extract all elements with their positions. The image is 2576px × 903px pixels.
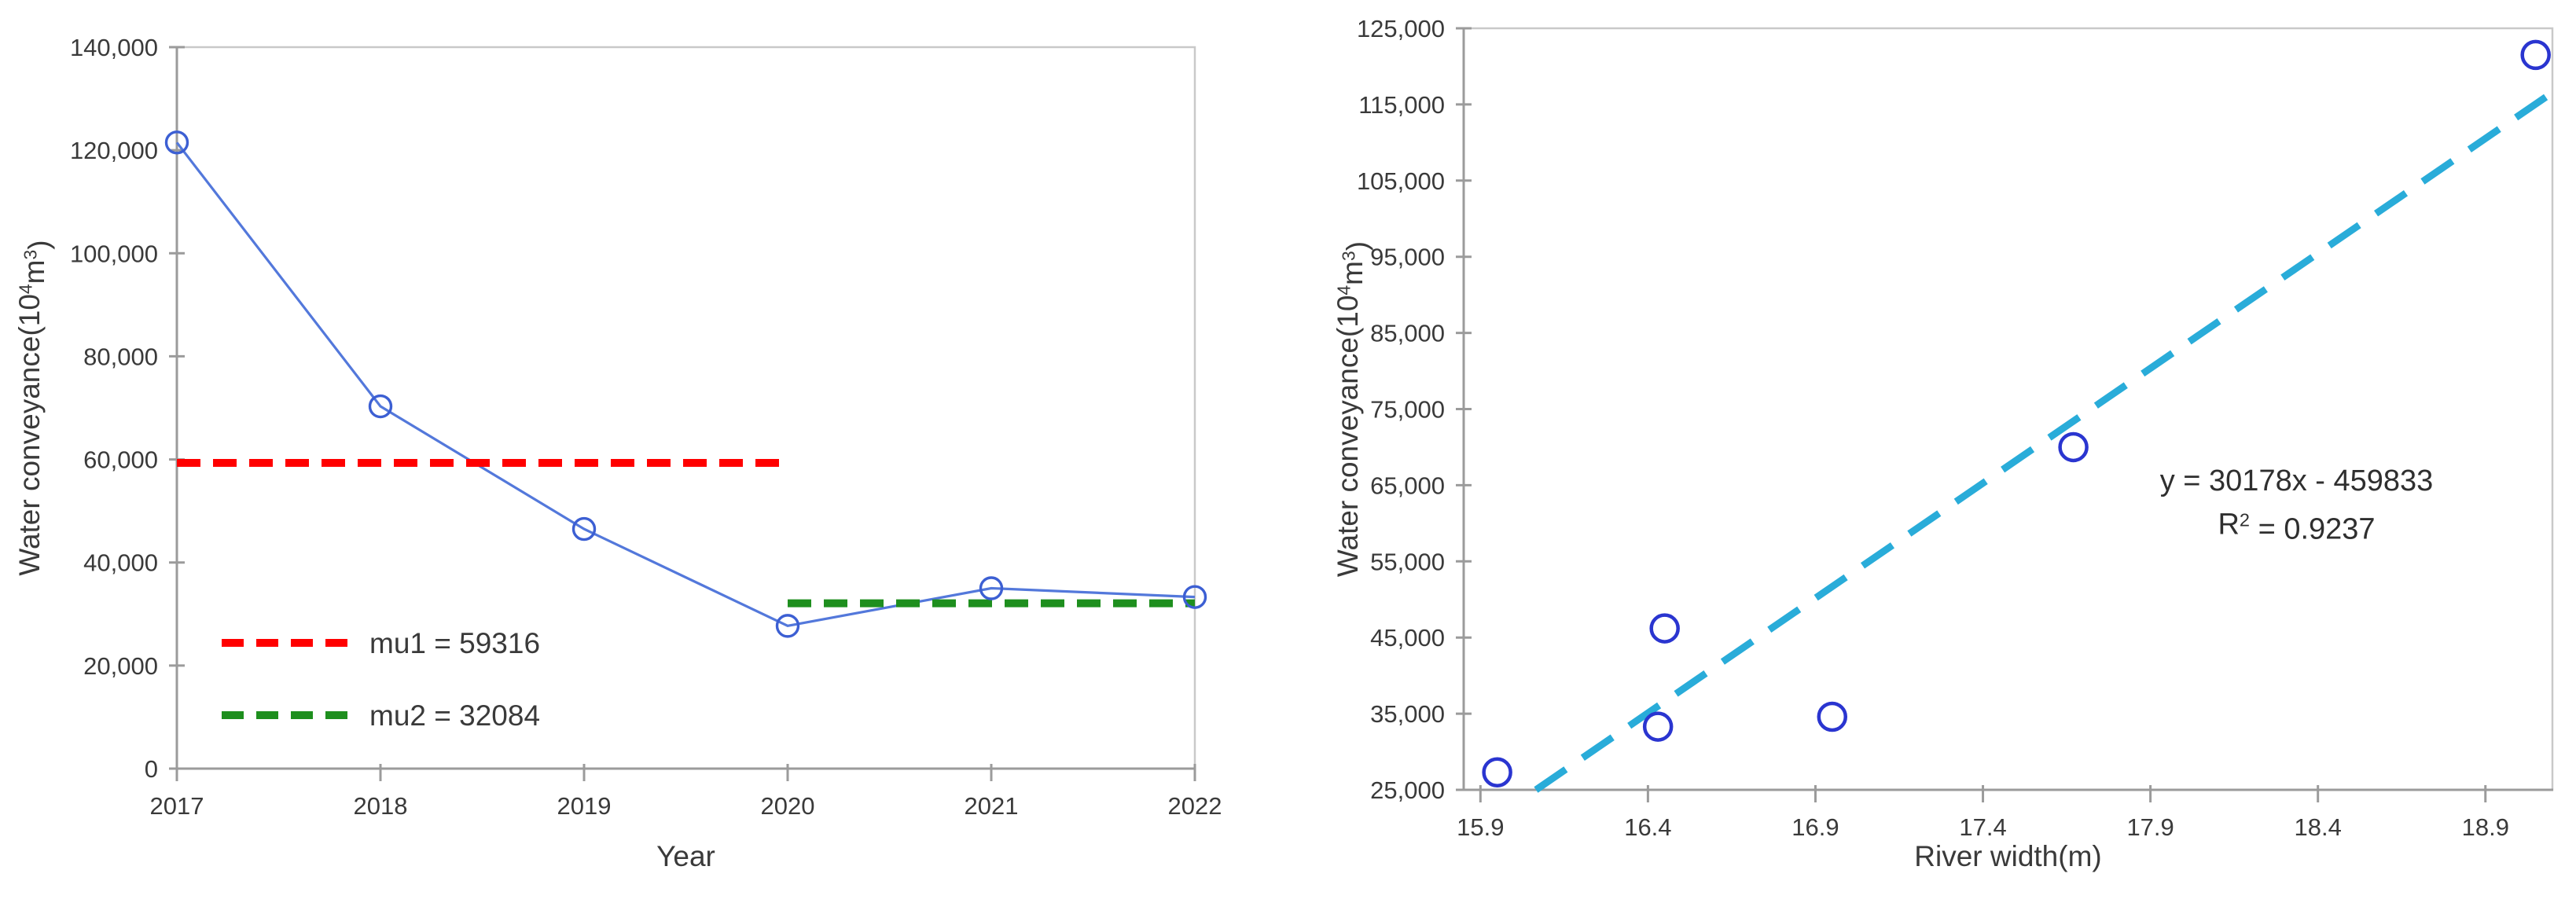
conveyance-vs-river-width-chart: 25,000 35,000 45,000 55,000 65,000 75,000 85,0… bbox=[1318, 0, 2576, 903]
data-point-marker bbox=[368, 394, 393, 419]
trendline bbox=[1534, 90, 2555, 793]
y-tick-label: 95,000 bbox=[1370, 244, 1445, 271]
data-point-marker bbox=[1182, 585, 1207, 609]
data-point-marker bbox=[571, 516, 597, 541]
scatter-point-marker bbox=[2058, 431, 2089, 463]
trendline-r-squared: R2 = 0.9237 bbox=[2218, 508, 2375, 545]
plot-border bbox=[175, 46, 1196, 770]
x-tick-label: 2019 bbox=[557, 792, 612, 820]
legend-label-mu2: mu2 = 32084 bbox=[369, 699, 540, 732]
y-tick-label: 40,000 bbox=[83, 549, 158, 577]
x-tick-label: 18.9 bbox=[2462, 813, 2509, 841]
y-tick-label: 85,000 bbox=[1370, 320, 1445, 347]
x-tick-label: 2018 bbox=[354, 792, 408, 820]
y-tick-label: 80,000 bbox=[83, 343, 158, 370]
y-tick-label: 115,000 bbox=[1358, 91, 1445, 119]
x-tick-label: 16.4 bbox=[1624, 813, 1671, 841]
y-tick-label: 140,000 bbox=[70, 34, 158, 61]
data-line bbox=[175, 141, 1196, 628]
x-tick-label: 2021 bbox=[965, 792, 1019, 820]
y-tick-label: 0 bbox=[145, 755, 158, 783]
plot-border bbox=[1462, 27, 2554, 791]
trendline-equation: y = 30178x - 459833 bbox=[2160, 464, 2434, 497]
data-point-marker bbox=[164, 130, 189, 155]
scatter-point-marker bbox=[1642, 711, 1674, 742]
y-tick-label: 120,000 bbox=[70, 137, 158, 164]
scatter-point-marker bbox=[1817, 701, 1848, 732]
x-tick-label: 2022 bbox=[1168, 792, 1222, 820]
y-axis-title: Water conveyance(104m3) bbox=[1332, 241, 1373, 577]
data-point-marker bbox=[775, 614, 800, 638]
x-tick-label: 2020 bbox=[761, 792, 815, 820]
y-tick-label: 35,000 bbox=[1370, 700, 1445, 728]
y-axis-title: Water conveyance(104m3) bbox=[13, 240, 55, 575]
scatter-point-marker bbox=[1482, 757, 1512, 787]
y-tick-label: 100,000 bbox=[70, 240, 158, 267]
y-tick-label: 65,000 bbox=[1370, 472, 1445, 499]
scatter-chart-svg: 25,000 35,000 45,000 55,000 65,000 75,000 85,0… bbox=[1332, 15, 2555, 872]
x-tick-label: 15.9 bbox=[1457, 813, 1504, 841]
x-tick-label: 16.9 bbox=[1791, 813, 1839, 841]
y-tick-label: 55,000 bbox=[1370, 548, 1445, 575]
x-tick-label: 2017 bbox=[150, 792, 204, 820]
y-tick-label: 25,000 bbox=[1370, 776, 1445, 804]
y-tick-label: 105,000 bbox=[1357, 167, 1445, 195]
legend-label-mu1: mu1 = 59316 bbox=[369, 627, 540, 659]
scatter-point-marker bbox=[1649, 613, 1680, 644]
annual-water-conveyance-chart: 0 20,000 40,000 60,000 80,000 100,000 120,000 1… bbox=[0, 0, 1258, 903]
x-axis-title: River width(m) bbox=[1914, 840, 2101, 872]
y-tick-label: 20,000 bbox=[83, 652, 158, 680]
y-tick-label: 60,000 bbox=[83, 446, 158, 474]
x-axis-title: Year bbox=[656, 840, 715, 872]
scatter-point-marker bbox=[2520, 39, 2551, 71]
data-point-marker bbox=[979, 576, 1004, 600]
y-tick-label: 45,000 bbox=[1370, 624, 1445, 652]
y-tick-label: 75,000 bbox=[1370, 396, 1445, 424]
x-tick-label: 17.4 bbox=[1959, 813, 2006, 841]
x-tick-label: 18.4 bbox=[2295, 813, 2342, 841]
line-chart-svg: 0 20,000 40,000 60,000 80,000 100,000 120,000 1… bbox=[13, 34, 1222, 872]
y-tick-label: 125,000 bbox=[1357, 15, 1445, 42]
x-tick-label: 17.9 bbox=[2126, 813, 2174, 841]
